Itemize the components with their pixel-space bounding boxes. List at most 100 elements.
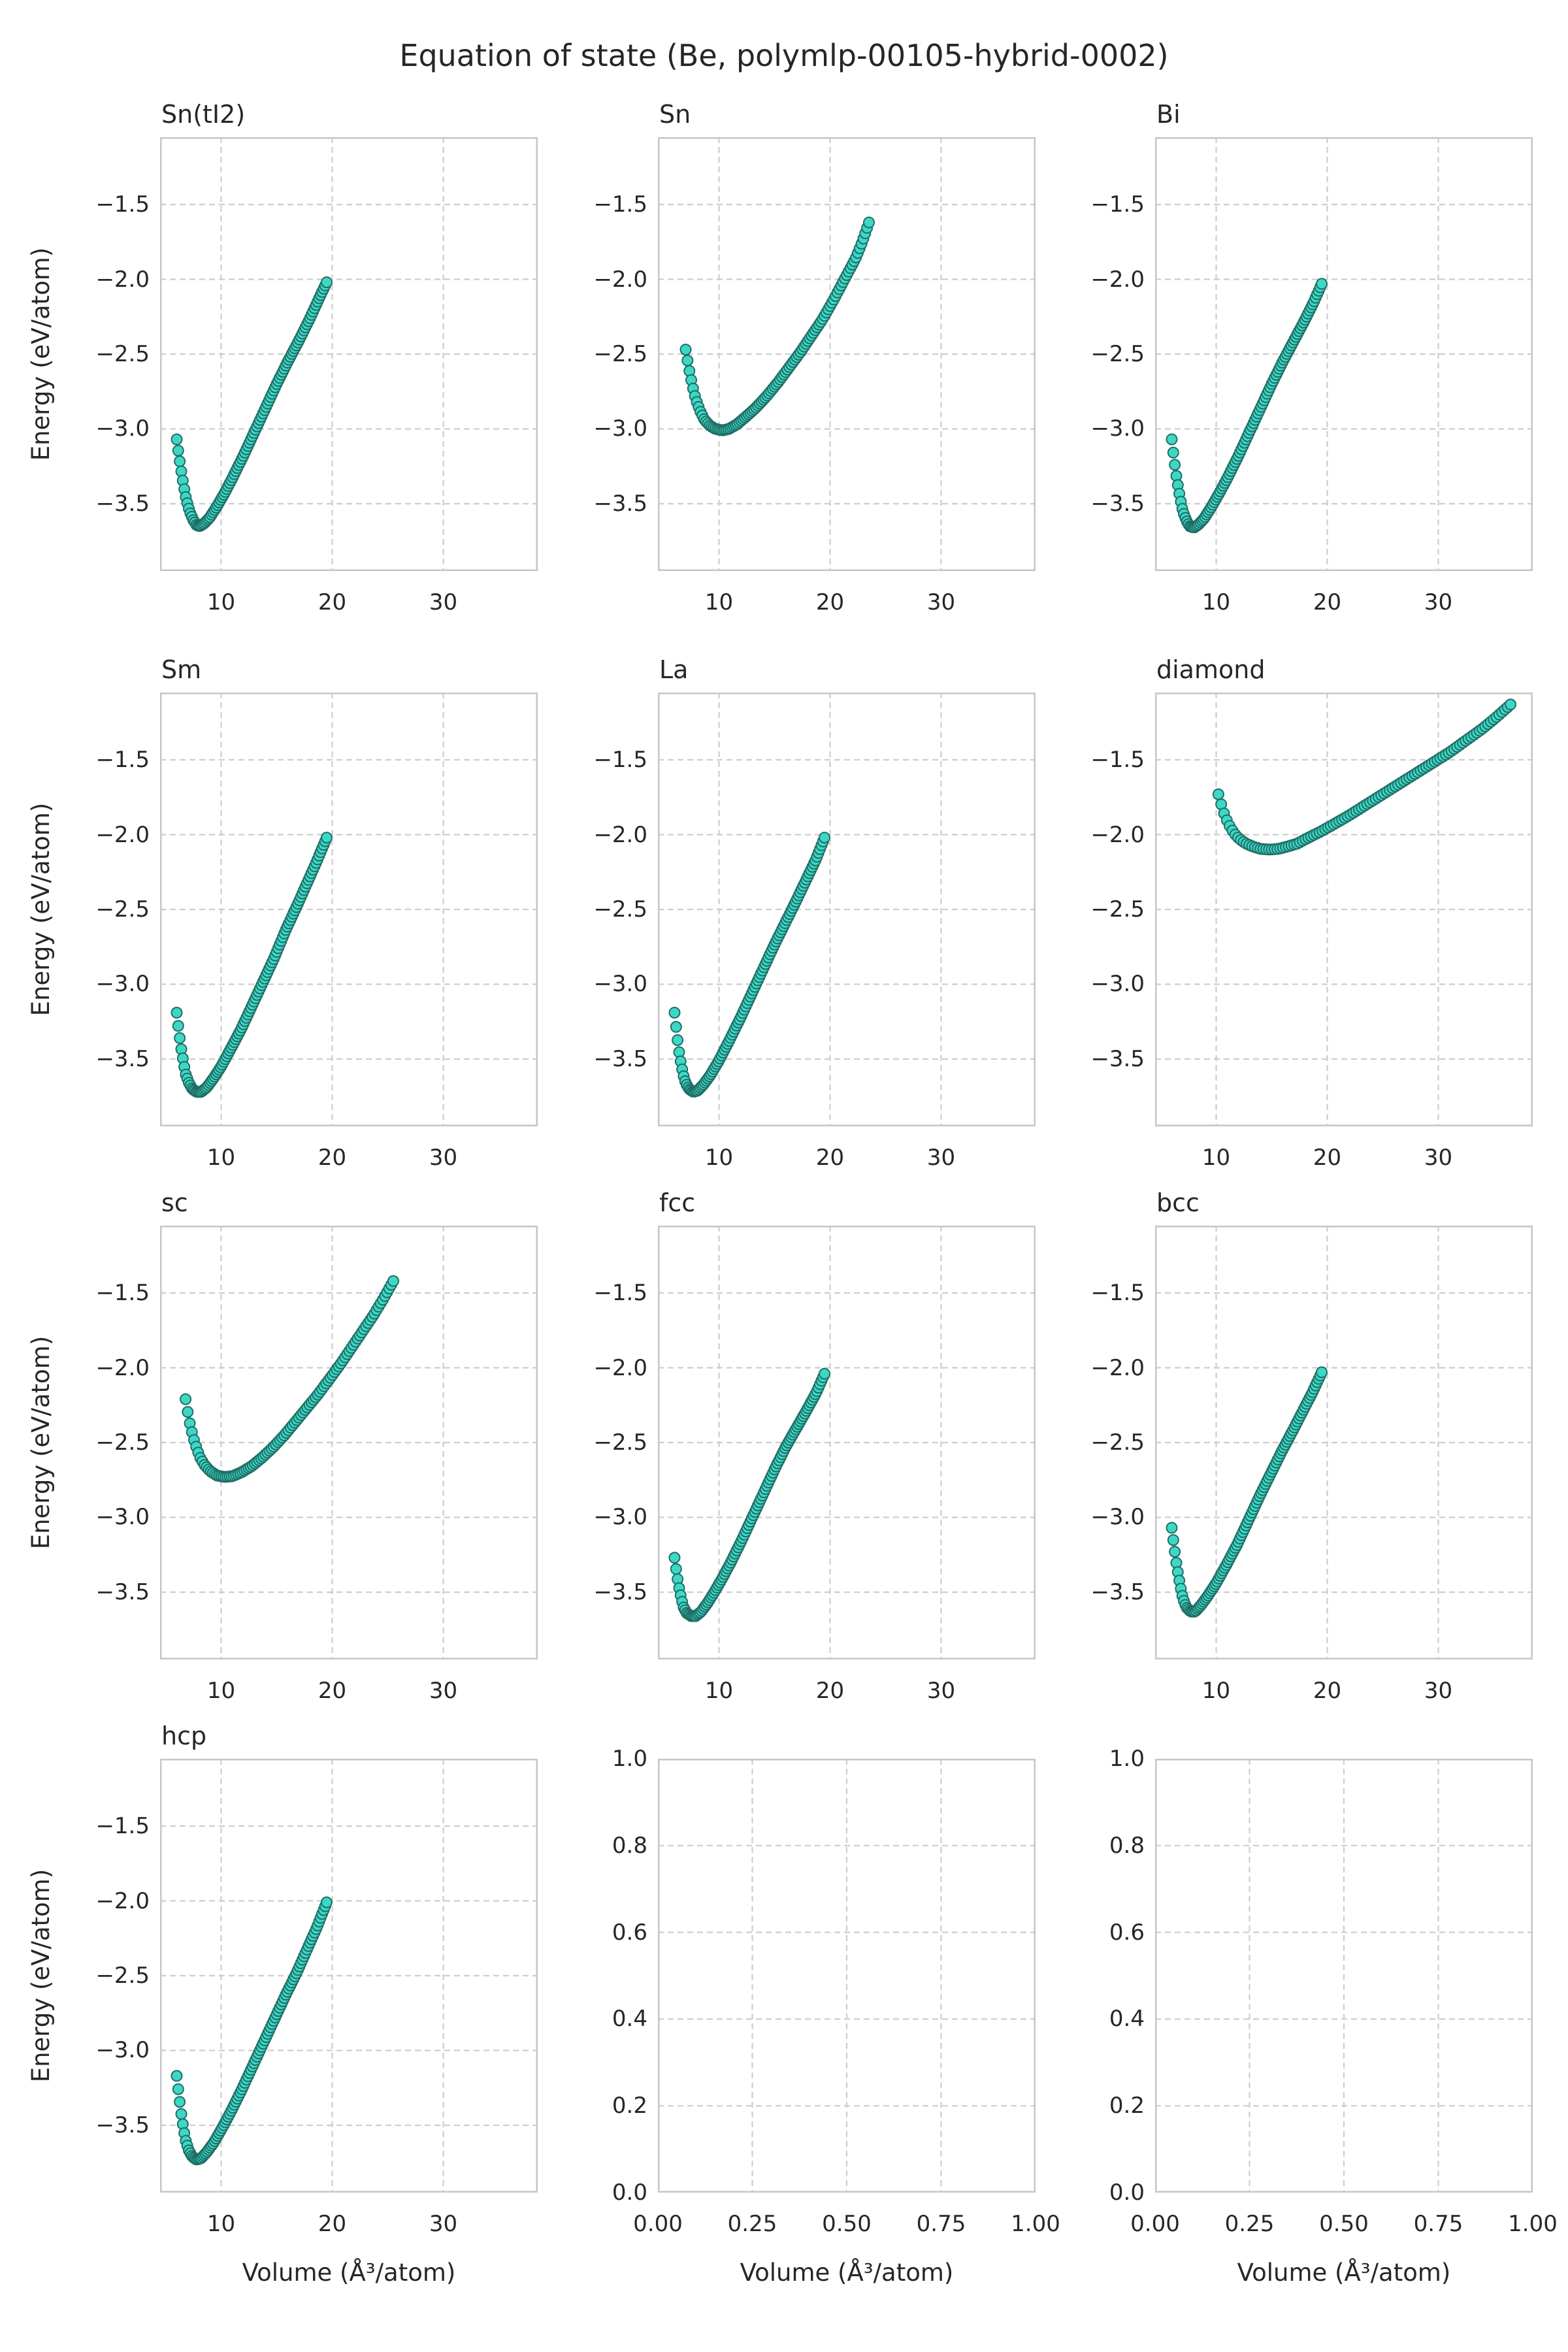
y-tick-label: −1.5 [1090, 1280, 1145, 1307]
y-tick-label: −3.5 [593, 490, 647, 517]
x-tick-label: 30 [1424, 1678, 1453, 1704]
plot-area-La [658, 693, 1036, 1126]
x-tick-label: 10 [1201, 1145, 1231, 1171]
y-tick-label: −2.5 [1090, 341, 1145, 367]
x-tick-label: 30 [1424, 1145, 1453, 1171]
y-tick-label: 0.8 [612, 1832, 647, 1859]
gridlines [1155, 693, 1533, 1126]
plot-area-sc [160, 1226, 538, 1659]
x-tick-label: 30 [1424, 589, 1453, 615]
x-tick-label: 0.00 [633, 2211, 683, 2237]
x-tick-label: 0.50 [1319, 2211, 1369, 2237]
y-tick-label: −3.0 [1090, 416, 1145, 442]
x-tick-label: 20 [318, 1678, 347, 1704]
y-tick-label: −1.5 [593, 1280, 647, 1307]
x-tick-label: 10 [206, 589, 236, 615]
plot-area-bcc [1155, 1226, 1533, 1659]
scatter-series [171, 1896, 333, 2166]
subplot-title: fcc [659, 1188, 696, 1217]
y-tick-label: −2.5 [95, 1963, 150, 1989]
subplot-title: sc [161, 1188, 188, 1217]
plot-border [1155, 137, 1533, 571]
y-tick-label: −2.5 [593, 896, 647, 923]
y-tick-label: −2.5 [593, 341, 647, 367]
x-tick-label: 0.25 [727, 2211, 777, 2237]
x-tick-label: 30 [926, 1678, 956, 1704]
plot-border [1155, 693, 1533, 1126]
y-tick-label: 0.0 [612, 2180, 647, 2206]
scatter-series [679, 216, 875, 436]
y-tick-label: −2.0 [1090, 1354, 1145, 1381]
gridlines [658, 1759, 1036, 2193]
y-tick-label: −2.0 [593, 266, 647, 293]
plot-border [658, 1226, 1036, 1659]
y-tick-label: −1.5 [593, 747, 647, 774]
y-tick-label: 0.4 [1109, 2006, 1145, 2033]
x-tick-label: 10 [206, 1678, 236, 1704]
x-tick-label: 20 [1313, 589, 1342, 615]
plot-area-empty-11 [1155, 1759, 1533, 2193]
x-tick-label: 30 [429, 2211, 458, 2237]
scatter-series [1166, 278, 1328, 534]
y-axis-label: Energy (eV/atom) [27, 802, 55, 1017]
y-tick-label: −3.5 [95, 1578, 150, 1605]
x-tick-label: 0.25 [1224, 2211, 1275, 2237]
plot-border [160, 693, 538, 1126]
y-axis-label: Energy (eV/atom) [27, 247, 55, 461]
y-tick-label: 0.2 [1109, 2093, 1145, 2119]
plot-area-Sn(tI2) [160, 137, 538, 571]
y-tick-label: −3.5 [593, 1045, 647, 1072]
y-tick-label: −1.5 [95, 1813, 150, 1840]
subplot-title: bcc [1156, 1188, 1200, 1217]
plot-area-Sn [658, 137, 1036, 571]
x-tick-label: 20 [1313, 1678, 1342, 1704]
y-tick-label: 0.4 [612, 2006, 647, 2033]
subplot-title: Sm [161, 655, 202, 684]
gridlines [1155, 137, 1533, 571]
subplot-title: Bi [1156, 100, 1181, 129]
x-tick-label: 10 [206, 1145, 236, 1171]
x-tick-label: 1.00 [1508, 2211, 1558, 2237]
subplot-title: Sn [659, 100, 691, 129]
x-tick-label: 20 [815, 1678, 845, 1704]
y-tick-label: −2.5 [95, 1429, 150, 1456]
x-tick-label: 10 [206, 2211, 236, 2237]
y-tick-label: −2.0 [95, 1354, 150, 1381]
y-tick-label: −3.5 [95, 490, 150, 517]
gridlines [658, 693, 1036, 1126]
x-tick-label: 20 [1313, 1145, 1342, 1171]
plot-border [160, 137, 538, 571]
plot-border [658, 1759, 1036, 2193]
y-tick-label: −2.0 [1090, 266, 1145, 293]
x-tick-label: 20 [318, 2211, 347, 2237]
y-tick-label: 0.0 [1109, 2180, 1145, 2206]
x-axis-label: Volume (Å³/atom) [740, 2259, 954, 2287]
plot-area-hcp [160, 1759, 538, 2193]
y-tick-label: −3.0 [95, 2037, 150, 2064]
y-tick-label: 0.2 [612, 2093, 647, 2119]
x-tick-label: 20 [318, 1145, 347, 1171]
x-tick-label: 0.50 [822, 2211, 872, 2237]
y-axis-label: Energy (eV/atom) [27, 1335, 55, 1550]
plot-border [160, 1226, 538, 1659]
x-tick-label: 10 [704, 589, 734, 615]
y-tick-label: −3.5 [95, 2112, 150, 2138]
y-tick-label: −2.5 [95, 896, 150, 923]
subplot-title: Sn(tI2) [161, 100, 246, 129]
y-tick-label: −2.0 [593, 821, 647, 848]
scatter-series [668, 832, 830, 1098]
y-tick-label: −1.5 [95, 1280, 150, 1307]
gridlines [1155, 1226, 1533, 1659]
x-axis-label: Volume (Å³/atom) [242, 2259, 456, 2287]
y-tick-label: −2.0 [593, 1354, 647, 1381]
y-tick-label: −3.5 [1090, 1578, 1145, 1605]
y-tick-label: −3.0 [593, 1504, 647, 1531]
y-tick-label: 0.6 [1109, 1919, 1145, 1946]
x-tick-label: 30 [926, 1145, 956, 1171]
y-tick-label: −2.5 [1090, 896, 1145, 923]
scatter-series [171, 832, 333, 1098]
x-tick-label: 30 [429, 589, 458, 615]
y-tick-label: 1.0 [1109, 1746, 1145, 1772]
y-tick-label: 0.6 [612, 1919, 647, 1946]
plot-area-diamond [1155, 693, 1533, 1126]
